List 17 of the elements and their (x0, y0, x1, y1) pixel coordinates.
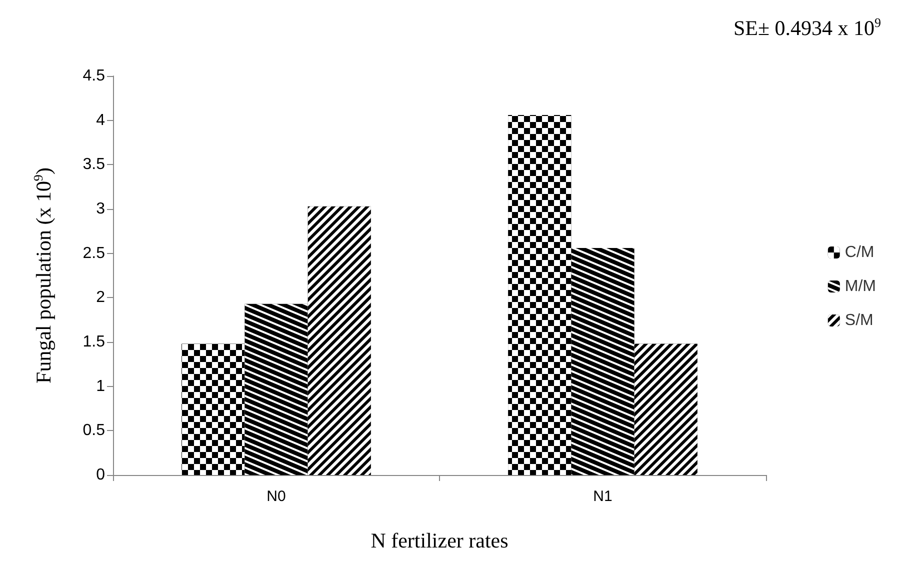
y-tick-label: 3.5 (82, 156, 106, 174)
y-tick-label: 0.5 (82, 422, 106, 440)
x-tick-label: N0 (266, 488, 286, 505)
legend-label: M/M (844, 278, 876, 295)
y-tick-label: 1 (96, 378, 106, 395)
y-tick-label: 0 (96, 466, 106, 484)
x-axis-title: N fertilizer rates (370, 528, 508, 552)
y-tick-label: 4.5 (82, 68, 106, 84)
y-tick-label: 3 (96, 200, 106, 218)
x-tick-label: N1 (593, 488, 612, 505)
y-axis-title: Fungal population (x 109) (30, 168, 56, 384)
y-tick-label: 1.5 (82, 334, 106, 350)
y-tick-label: 2 (96, 289, 106, 306)
legend-label: S/M (844, 312, 874, 329)
y-tick-label: 2.5 (82, 244, 106, 262)
y-tick-label: 4 (96, 112, 106, 129)
legend-label: C/M (844, 244, 874, 261)
